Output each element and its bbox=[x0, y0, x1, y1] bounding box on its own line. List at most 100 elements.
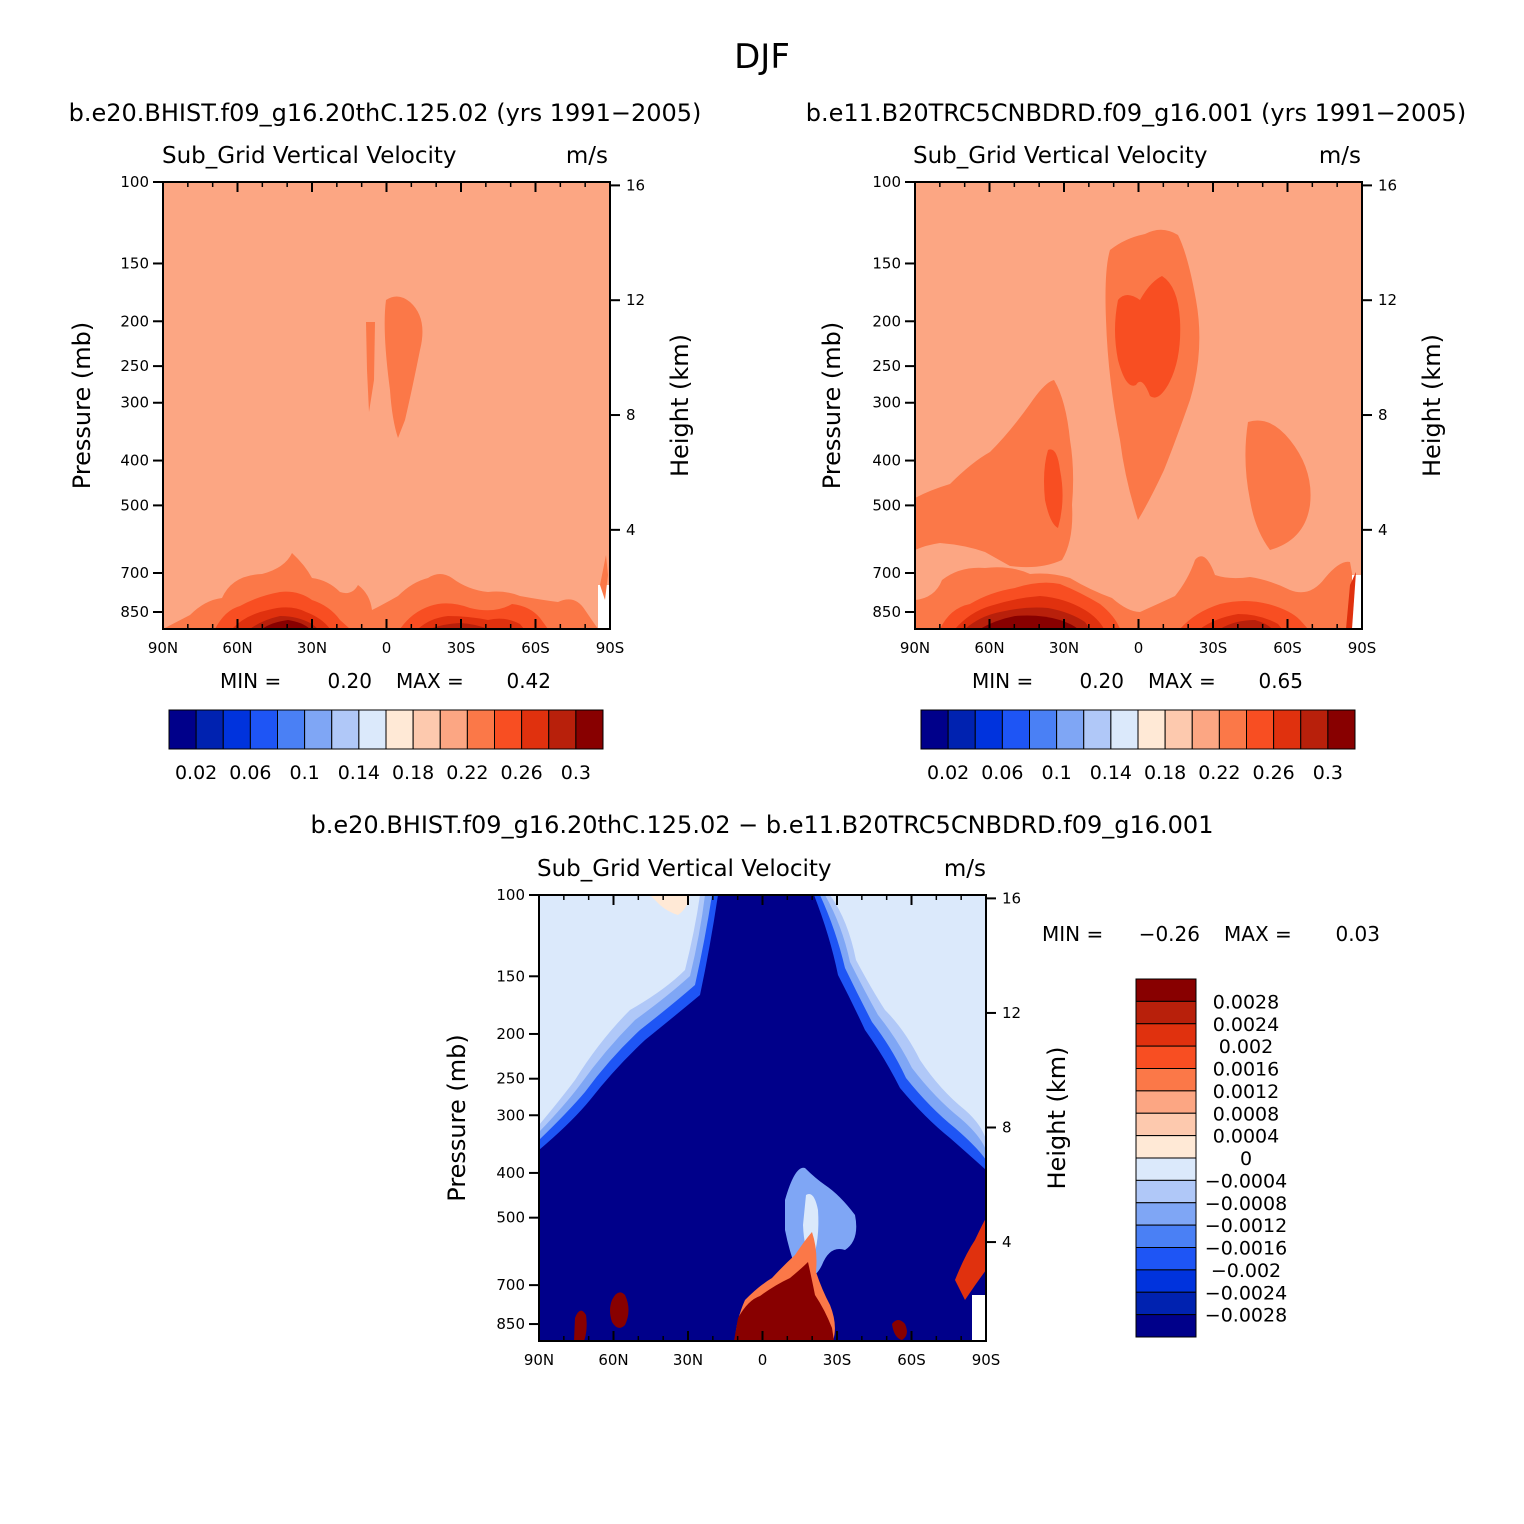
y-tick-label: 400 bbox=[120, 452, 149, 470]
colorbar-label: 0.06 bbox=[229, 762, 271, 784]
colorbar-label: 0.0012 bbox=[1213, 1081, 1279, 1103]
y-tick-label: 850 bbox=[872, 603, 901, 621]
x-tick-label: 60S bbox=[1273, 639, 1302, 657]
panel-left-background bbox=[163, 182, 610, 629]
y2-tick-label: 4 bbox=[626, 521, 636, 539]
colorbar-box bbox=[521, 709, 550, 750]
colorbar-label: 0.3 bbox=[1313, 762, 1343, 784]
colorbar-box bbox=[385, 709, 414, 750]
y-axis-label: Pressure (mb) bbox=[443, 1034, 471, 1201]
panel-left-contour-upper-2 bbox=[366, 322, 375, 412]
colorbar-label: 0.14 bbox=[338, 762, 380, 784]
colorbar-box bbox=[1135, 1090, 1197, 1114]
panel-left-min-value: 0.20 bbox=[327, 669, 372, 693]
panel-diff-warm-core bbox=[734, 1262, 834, 1341]
panel-left-contour-surface-5 bbox=[262, 620, 310, 629]
colorbar-label: 0.0008 bbox=[1213, 1103, 1279, 1125]
x-tick-label: 90N bbox=[900, 639, 930, 657]
panel-diff-colorbar: 0.00280.00240.0020.00160.00120.00080.000… bbox=[1135, 978, 1287, 1338]
x-tick-label: 30S bbox=[447, 639, 476, 657]
colorbar-box bbox=[1273, 709, 1302, 750]
colorbar-box bbox=[1135, 1224, 1197, 1248]
x-tick-label: 90N bbox=[524, 1351, 554, 1369]
panel-diff-warm-top bbox=[650, 895, 690, 915]
y-tick-label: 500 bbox=[872, 496, 901, 514]
colorbar-box bbox=[1135, 1135, 1197, 1159]
x-tick-label: 0 bbox=[1134, 639, 1144, 657]
colorbar-label: −0.002 bbox=[1211, 1260, 1281, 1282]
colorbar-box bbox=[1246, 709, 1275, 750]
y2-tick-label: 16 bbox=[1378, 176, 1397, 194]
y-tick-label: 850 bbox=[496, 1315, 525, 1333]
panel-diff-run-label: b.e20.BHIST.f09_g16.20thC.125.02 − b.e11… bbox=[311, 811, 1214, 839]
y-tick-label: 100 bbox=[872, 173, 901, 191]
panel-left-field bbox=[163, 182, 610, 629]
colorbar-label: −0.0004 bbox=[1205, 1170, 1287, 1192]
colorbar-box bbox=[358, 709, 387, 750]
colorbar-label: 0.02 bbox=[927, 762, 969, 784]
x-tick-label: 30S bbox=[1199, 639, 1228, 657]
y2-tick-label: 12 bbox=[626, 291, 645, 309]
y2-tick-label: 8 bbox=[1378, 406, 1388, 424]
colorbar-label: 0.0024 bbox=[1213, 1014, 1279, 1036]
panel-right-contour-surface-5 bbox=[980, 615, 1078, 629]
panel-right-contour-core bbox=[1044, 449, 1063, 528]
panel-diff-min-label: MIN = bbox=[1042, 922, 1103, 946]
colorbar-box bbox=[466, 709, 495, 750]
x-tick-label: 90S bbox=[596, 639, 625, 657]
colorbar-label: 0.1 bbox=[1042, 762, 1072, 784]
panel-left-axes: 90N 60N 30N 0 30S 60S 90S 100 150 200 250 300 400 500… bbox=[68, 173, 694, 657]
panel-right-contour-south bbox=[1245, 420, 1311, 550]
x-tick-label: 30N bbox=[297, 639, 327, 657]
panel-right-max-value: 0.65 bbox=[1258, 669, 1303, 693]
colorbar-label: 0.0028 bbox=[1213, 991, 1279, 1013]
colorbar-label: 0.22 bbox=[1198, 762, 1240, 784]
colorbar-box bbox=[277, 709, 306, 750]
colorbar-box bbox=[1029, 709, 1058, 750]
colorbar-label: 0.0016 bbox=[1213, 1059, 1279, 1081]
panel-left-variable: Sub_Grid Vertical Velocity bbox=[162, 143, 457, 169]
y-tick-label: 200 bbox=[120, 312, 149, 330]
colorbar-box bbox=[1135, 1000, 1197, 1025]
panel-diff-core bbox=[539, 895, 986, 1341]
colorbar-box bbox=[1137, 709, 1166, 750]
panel-left-colorbar: 0.02 0.06 0.1 0.14 0.18 0.22 0.26 0.3 bbox=[168, 709, 604, 784]
panel-diff-missing bbox=[972, 1295, 986, 1341]
panel-right-max-label: MAX = bbox=[1148, 669, 1216, 693]
colorbar-label: 0.26 bbox=[1252, 762, 1294, 784]
y-tick-label: 700 bbox=[120, 564, 149, 582]
y2-tick-label: 4 bbox=[1378, 521, 1388, 539]
y-tick-label: 500 bbox=[120, 496, 149, 514]
panel-left-min-label: MIN = bbox=[220, 669, 281, 693]
panel-right-axes: 90N 60N 30N 0 30S 60S 90S 100 150 200 250 300 400 500… bbox=[818, 173, 1446, 657]
colorbar-box bbox=[1164, 709, 1193, 750]
x-tick-label: 90S bbox=[972, 1351, 1001, 1369]
colorbar-box bbox=[1001, 709, 1030, 750]
y-tick-label: 300 bbox=[120, 394, 149, 412]
panel-diff-field bbox=[539, 895, 986, 1341]
x-tick-label: 0 bbox=[382, 639, 392, 657]
panel-diff-warm-south bbox=[892, 1320, 907, 1340]
y-axis-label: Pressure (mb) bbox=[818, 322, 846, 489]
colorbar-box bbox=[1218, 709, 1247, 750]
colorbar-label: 0.18 bbox=[392, 762, 434, 784]
x-tick-label: 0 bbox=[758, 1351, 768, 1369]
panel-diff-axes: 90N 60N 30N 0 30S 60S 90S 100 150 200 250 300 400 500… bbox=[443, 886, 1071, 1369]
y-tick-label: 250 bbox=[872, 357, 901, 375]
colorbar-box bbox=[1135, 1157, 1197, 1181]
y-tick-label: 150 bbox=[120, 254, 149, 272]
colorbar-label: 0.0004 bbox=[1213, 1126, 1279, 1148]
panel-left-contour-upper bbox=[384, 296, 423, 438]
panel-diff-units: m/s bbox=[944, 856, 986, 882]
colorbar-box bbox=[1135, 1269, 1197, 1293]
x-tick-label: 60S bbox=[521, 639, 550, 657]
colorbar-box bbox=[1135, 1179, 1197, 1204]
panel-right-units: m/s bbox=[1319, 143, 1361, 169]
colorbar-box bbox=[1110, 709, 1139, 750]
y-tick-label: 150 bbox=[872, 254, 901, 272]
panel-right-field bbox=[915, 182, 1362, 629]
colorbar-box bbox=[1135, 1202, 1197, 1226]
panel-right-missing bbox=[1352, 575, 1362, 629]
panel-diff-warm-edge bbox=[955, 1218, 986, 1300]
